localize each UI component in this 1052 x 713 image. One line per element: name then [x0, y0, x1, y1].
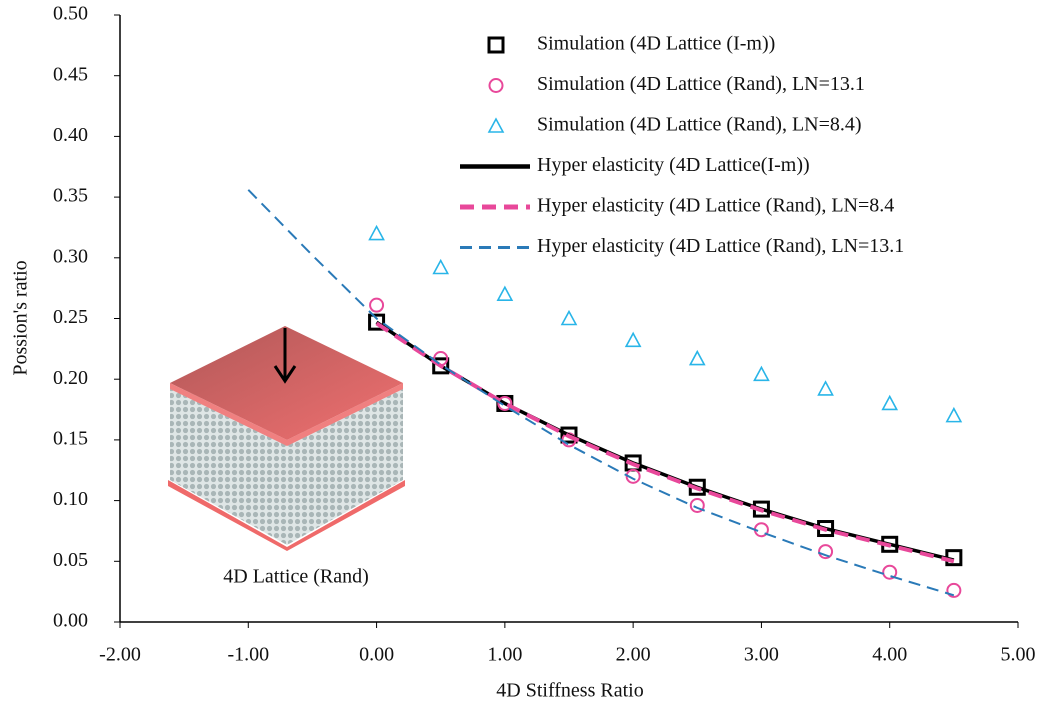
- x-tick-label: 2.00: [616, 644, 651, 666]
- legend-label: Hyper elasticity (4D Lattice(I-m)): [537, 154, 810, 176]
- marker: [818, 544, 834, 560]
- marker: [432, 258, 450, 275]
- line: [375, 320, 955, 562]
- y-tick-label: 0.05: [53, 549, 88, 571]
- x-tick-label: 4.00: [872, 644, 907, 666]
- marker: [497, 395, 513, 411]
- legend-label: Hyper elasticity (4D Lattice (Rand), LN=…: [537, 235, 904, 257]
- marker: [881, 394, 899, 411]
- marker: [817, 380, 834, 396]
- inset-image: 4D Lattice (Rand): [168, 326, 405, 588]
- line: [375, 321, 955, 564]
- x-tick-label: -2.00: [99, 644, 141, 666]
- y-tick-label: 0.50: [53, 3, 88, 25]
- marker: [368, 224, 385, 241]
- x-axis-title: 4D Stiffness Ratio: [496, 680, 643, 702]
- x-tick-label: 5.00: [1001, 644, 1036, 666]
- marker: [496, 285, 514, 302]
- marker: [432, 357, 450, 375]
- marker: [560, 309, 578, 326]
- marker: [882, 564, 898, 580]
- legend-marker: [487, 117, 505, 133]
- annotation: 4D Lattice (Rand): [223, 566, 369, 588]
- legend-marker: [488, 78, 504, 93]
- legend-label: Simulation (4D Lattice (Rand), LN=8.4): [537, 114, 862, 136]
- x-tick-label: -1.00: [227, 644, 269, 666]
- y-tick-label: 0.35: [53, 185, 88, 207]
- y-tick-label: 0.40: [53, 124, 88, 146]
- marker: [369, 297, 385, 313]
- x-tick-label: 1.00: [487, 644, 522, 666]
- y-tick-label: 0.20: [53, 367, 88, 389]
- y-tick-label: 0.10: [53, 488, 88, 510]
- legend-label: Simulation (4D Lattice (Rand), LN=13.1: [537, 73, 865, 95]
- x-tick-label: 0.00: [359, 644, 394, 666]
- y-tick-label: 0.00: [53, 610, 88, 632]
- legend-label: Hyper elasticity (4D Lattice (Rand), LN=…: [537, 195, 894, 217]
- marker: [560, 426, 578, 444]
- y-tick-label: 0.25: [53, 306, 88, 328]
- marker: [624, 331, 642, 348]
- legend-label: Simulation (4D Lattice (I-m)): [537, 33, 775, 55]
- marker: [946, 582, 962, 598]
- y-tick-label: 0.45: [53, 63, 88, 85]
- x-tick-label: 3.00: [744, 644, 779, 666]
- legend-marker: [487, 36, 505, 54]
- y-tick-label: 0.15: [53, 427, 88, 449]
- marker: [753, 365, 770, 382]
- marker: [368, 313, 386, 331]
- marker: [688, 349, 706, 366]
- marker: [945, 406, 963, 423]
- y-tick-label: 0.30: [53, 245, 88, 267]
- line: [247, 189, 955, 597]
- marker: [689, 497, 705, 513]
- y-axis-title: Possion's ratio: [10, 260, 32, 375]
